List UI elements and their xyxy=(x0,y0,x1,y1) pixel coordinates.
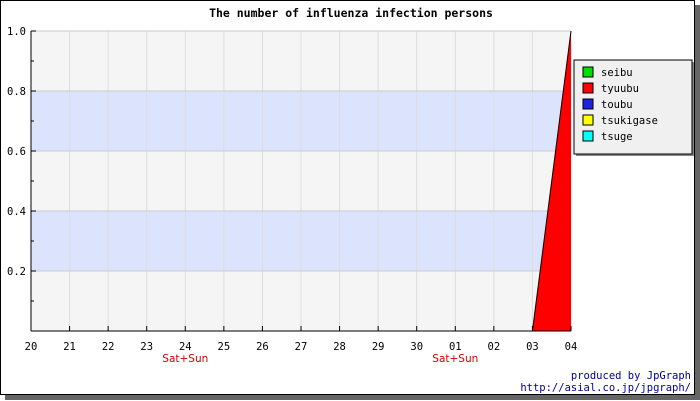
x-tick-label: 01 xyxy=(449,341,462,353)
y-tick-label: 0.2 xyxy=(7,266,26,278)
y-tick-label: 0.6 xyxy=(7,146,26,158)
y-tick-labels: 0.2 0.4 0.6 0.8 1.0 xyxy=(7,26,26,278)
x-tick-label: 25 xyxy=(218,341,231,353)
legend-swatch-tyuubu xyxy=(582,82,594,94)
x-tick-sublabel: Sat+Sun xyxy=(432,353,478,365)
x-tick-labels: 20 21 22 23 24 25 26 27 28 29 30 01 02 03 04 Sat+Sun Sat… xyxy=(25,341,578,365)
x-tick-sublabel: Sat+Sun xyxy=(162,353,208,365)
x-tick-label: 02 xyxy=(488,341,501,353)
chart-frame: The number of influenza infection person… xyxy=(0,0,695,395)
legend-label-seibu: seibu xyxy=(601,67,633,79)
chart-title: The number of influenza infection person… xyxy=(209,6,493,20)
legend-swatch-seibu xyxy=(582,66,594,78)
legend: seibu tyuubu toubu tsukigase tsuge xyxy=(573,59,694,156)
legend-label-tsukigase: tsukigase xyxy=(601,115,658,127)
y-tick-label: 0.8 xyxy=(7,86,26,98)
grid-lines xyxy=(30,30,572,331)
x-tick-label: 29 xyxy=(372,341,385,353)
legend-swatch-tsuge xyxy=(582,130,594,142)
x-tick-label: 23 xyxy=(140,341,153,353)
x-tick-label: 24 xyxy=(179,341,192,353)
y-tick-label: 0.4 xyxy=(7,206,26,218)
legend-swatch-toubu xyxy=(582,98,594,110)
x-tick-label: 21 xyxy=(63,341,76,353)
x-tick-label: 04 xyxy=(565,341,578,353)
x-tick-label: 22 xyxy=(102,341,115,353)
axes xyxy=(30,30,572,332)
x-tick-label: 20 xyxy=(25,341,38,353)
credit-line-1: produced by JpGraph xyxy=(571,370,691,382)
legend-label-tyuubu: tyuubu xyxy=(601,83,639,95)
jpgraph-link[interactable]: http://asial.co.jp/jpgraph/ xyxy=(520,382,691,394)
legend-box xyxy=(573,59,693,155)
credit-line-2[interactable]: http://asial.co.jp/jpgraph/ xyxy=(520,382,691,394)
x-tick-label: 03 xyxy=(526,341,539,353)
x-tick-label: 27 xyxy=(295,341,308,353)
x-tick-label: 26 xyxy=(256,341,269,353)
legend-swatch-tsukigase xyxy=(582,114,594,126)
y-tick-label: 1.0 xyxy=(7,26,26,38)
x-tick-label: 30 xyxy=(410,341,423,353)
legend-label-toubu: toubu xyxy=(601,99,633,111)
x-tick-label: 28 xyxy=(333,341,346,353)
legend-label-tsuge: tsuge xyxy=(601,131,633,143)
